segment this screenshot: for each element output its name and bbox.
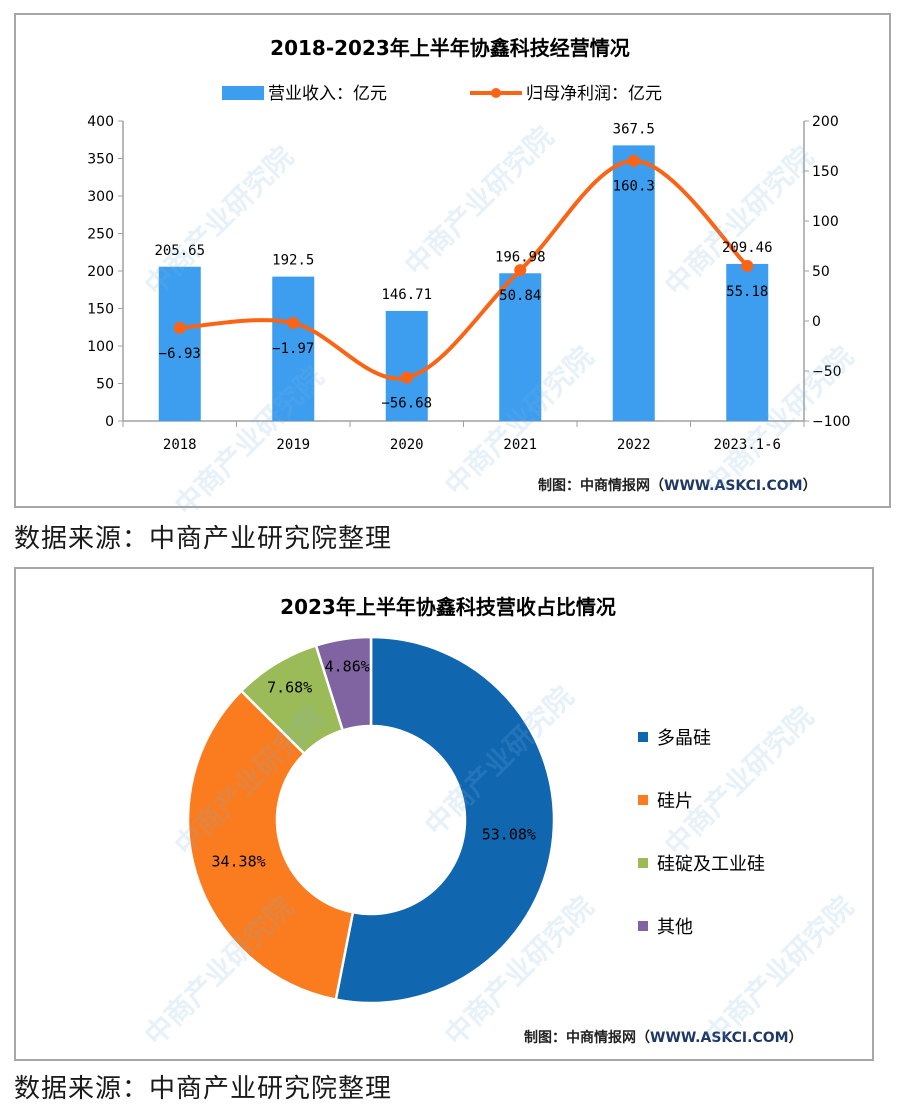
credit-suffix: ） (802, 478, 817, 494)
legend-swatch-icon (638, 858, 648, 868)
left-tick-label: 0 (105, 414, 114, 430)
left-tick-label: 100 (87, 339, 114, 355)
left-tick-label: 250 (87, 227, 114, 243)
credit-prefix: 制图：中商情报网（ (538, 478, 664, 494)
x-tick-label: 2023.1-6 (714, 437, 781, 453)
legend-label: 其他 (657, 917, 693, 938)
axes: 0 50 100 150 200 250 300 350 400 −100 −50 0 50 100 150… (87, 114, 850, 453)
source-note: 数据来源：中商产业研究院整理 (14, 524, 393, 554)
chart-title: 2018-2023年上半年协鑫科技经营情况 (270, 36, 630, 60)
profit-marker (741, 259, 754, 272)
profit-value-label: 55.18 (726, 284, 768, 300)
credit-url: WWW.ASKCI.COM (650, 1030, 789, 1046)
x-tick-label: 2021 (503, 437, 537, 453)
profit-marker (627, 154, 640, 167)
left-tick-label: 300 (87, 189, 114, 205)
profit-value-label: −6.93 (159, 346, 201, 362)
chart-title: 2023年上半年协鑫科技营收占比情况 (280, 595, 616, 619)
x-tick-label: 2018 (163, 437, 197, 453)
left-tick-label: 150 (87, 302, 114, 318)
slice-percent-label: 34.38% (211, 853, 265, 871)
donut-slices (186, 635, 556, 1005)
revenue-value-label: 205.65 (154, 243, 205, 259)
right-tick-label: −50 (812, 364, 842, 380)
revenue-bar (385, 310, 428, 421)
slice-percent-label: 4.86% (325, 657, 370, 675)
left-tick-label: 200 (87, 264, 114, 280)
donut-slice (334, 635, 556, 1005)
legend-swatch-icon (638, 795, 648, 805)
revenue-value-label: 367.5 (613, 121, 655, 137)
right-tick-label: −100 (812, 414, 850, 430)
profit-marker (173, 321, 186, 334)
right-tick-label: 100 (812, 214, 839, 230)
revenue-profit-chart: 2018-2023年上半年协鑫科技经营情况 营业收入：亿元 归母净利润：亿元 0… (87, 36, 850, 453)
revenue-value-label: 196.98 (495, 249, 546, 265)
chart-credit: 制图：中商情报网（WWW.ASKCI.COM） (538, 475, 817, 495)
source-note: 数据来源：中商产业研究院整理 (14, 1074, 393, 1104)
right-tick-label: 0 (812, 314, 821, 330)
legend-swatch-icon (638, 732, 648, 742)
revenue-bar (158, 266, 201, 421)
right-tick-label: 200 (812, 114, 839, 130)
credit-prefix: 制图：中商情报网（ (524, 1030, 650, 1046)
credit-suffix: ） (788, 1030, 803, 1046)
profit-line (173, 154, 754, 384)
legend-label: 多晶硅 (657, 728, 711, 749)
profit-marker (514, 264, 527, 277)
revenue-bar (612, 145, 655, 421)
chart-credit: 制图：中商情报网（WWW.ASKCI.COM） (524, 1027, 803, 1047)
legend-label: 硅片 (657, 791, 693, 812)
data-labels: 205.65 192.5 146.71 196.98 367.5 209.46 −6.93 −… (154, 121, 772, 411)
legend-label-profit: 归母净利润：亿元 (526, 84, 662, 104)
right-tick-label: 50 (812, 264, 830, 280)
credit-url: WWW.ASKCI.COM (664, 478, 803, 494)
revenue-share-donut-chart: 2023年上半年协鑫科技营收占比情况 53.08% 34.38% 7.68% 4.86… (186, 595, 765, 1005)
profit-value-label: −1.97 (272, 341, 314, 357)
revenue-bar (499, 273, 542, 421)
profit-marker (400, 371, 413, 384)
x-tick-label: 2019 (276, 437, 310, 453)
profit-value-label: 160.3 (613, 179, 655, 195)
legend-bar-swatch-icon (222, 86, 264, 100)
profit-marker (287, 316, 300, 329)
chart-legend: 营业收入：亿元 归母净利润：亿元 (222, 84, 662, 104)
donut-slice (186, 689, 355, 1002)
revenue-bars (158, 145, 769, 421)
profit-line-path (179, 158, 749, 381)
left-tick-label: 350 (87, 152, 114, 168)
slice-percent-label: 53.08% (482, 825, 536, 843)
legend-label: 硅碇及工业硅 (657, 854, 765, 875)
donut-labels: 53.08% 34.38% 7.68% 4.86% (211, 657, 535, 870)
profit-value-label: −56.68 (381, 396, 432, 412)
x-tick-label: 2022 (617, 437, 651, 453)
donut-slice (314, 635, 373, 732)
left-tick-label: 400 (87, 114, 114, 130)
x-tick-label: 2020 (390, 437, 424, 453)
legend-label-revenue: 营业收入：亿元 (268, 84, 387, 104)
revenue-value-label: 209.46 (722, 240, 773, 256)
revenue-value-label: 146.71 (381, 287, 432, 303)
left-tick-label: 50 (96, 377, 114, 393)
legend-swatch-icon (638, 921, 648, 931)
slice-percent-label: 7.68% (267, 678, 312, 696)
legend-marker-icon (491, 88, 501, 98)
revenue-value-label: 192.5 (272, 253, 314, 269)
profit-value-label: 50.84 (499, 288, 541, 304)
revenue-bar (726, 263, 769, 421)
revenue-bar (272, 276, 315, 421)
right-tick-label: 150 (812, 164, 839, 180)
